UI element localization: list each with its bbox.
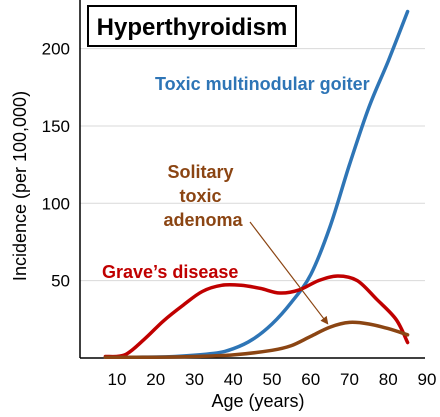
adenoma-arrow — [249, 221, 329, 325]
graves-disease-label: Grave’s disease — [102, 262, 238, 282]
x-tick-label-60: 60 — [301, 370, 320, 389]
adenoma-label-line-1: Solitary — [167, 162, 233, 182]
series-lines — [103, 9, 410, 360]
title-box-border — [87, 5, 297, 47]
chart-title: Hyperthyroidism — [97, 14, 288, 41]
x-tick-label-70: 70 — [340, 370, 359, 389]
y-tick-label-50: 50 — [51, 272, 70, 291]
x-tick-label-80: 80 — [379, 370, 398, 389]
solitary-toxic-adenoma-line — [103, 320, 410, 360]
x-tick-label-30: 30 — [185, 370, 204, 389]
x-tick-label-40: 40 — [224, 370, 243, 389]
x-tick-label-20: 20 — [146, 370, 165, 389]
y-axis-title: Incidence (per 100,000) — [10, 91, 30, 281]
y-tick-label-150: 150 — [42, 117, 70, 136]
x-tick-label-50: 50 — [263, 370, 282, 389]
x-tick-label-90: 90 — [418, 370, 437, 389]
toxic-multinodular-goiter-label: Toxic multinodular goiter — [155, 74, 370, 94]
x-tick-labels: 10 20 30 40 50 60 70 80 90 — [108, 370, 437, 389]
adenoma-label-line-2: toxic — [179, 186, 221, 206]
x-tick-label-10: 10 — [108, 370, 127, 389]
chart-title-box: Hyperthyroidism — [87, 5, 297, 47]
solitary-toxic-adenoma-label: Solitary toxic adenoma — [163, 162, 243, 230]
graves-disease-line — [103, 274, 410, 359]
y-tick-labels: 50 100 150 200 — [42, 40, 70, 291]
y-tick-label-100: 100 — [42, 194, 70, 213]
toxic-multinodular-goiter-line — [103, 9, 410, 360]
gridlines — [80, 48, 425, 282]
axes — [79, 0, 425, 359]
x-axis-title: Age (years) — [211, 391, 304, 411]
adenoma-label-line-3: adenoma — [163, 210, 243, 230]
y-tick-label-200: 200 — [42, 40, 70, 59]
